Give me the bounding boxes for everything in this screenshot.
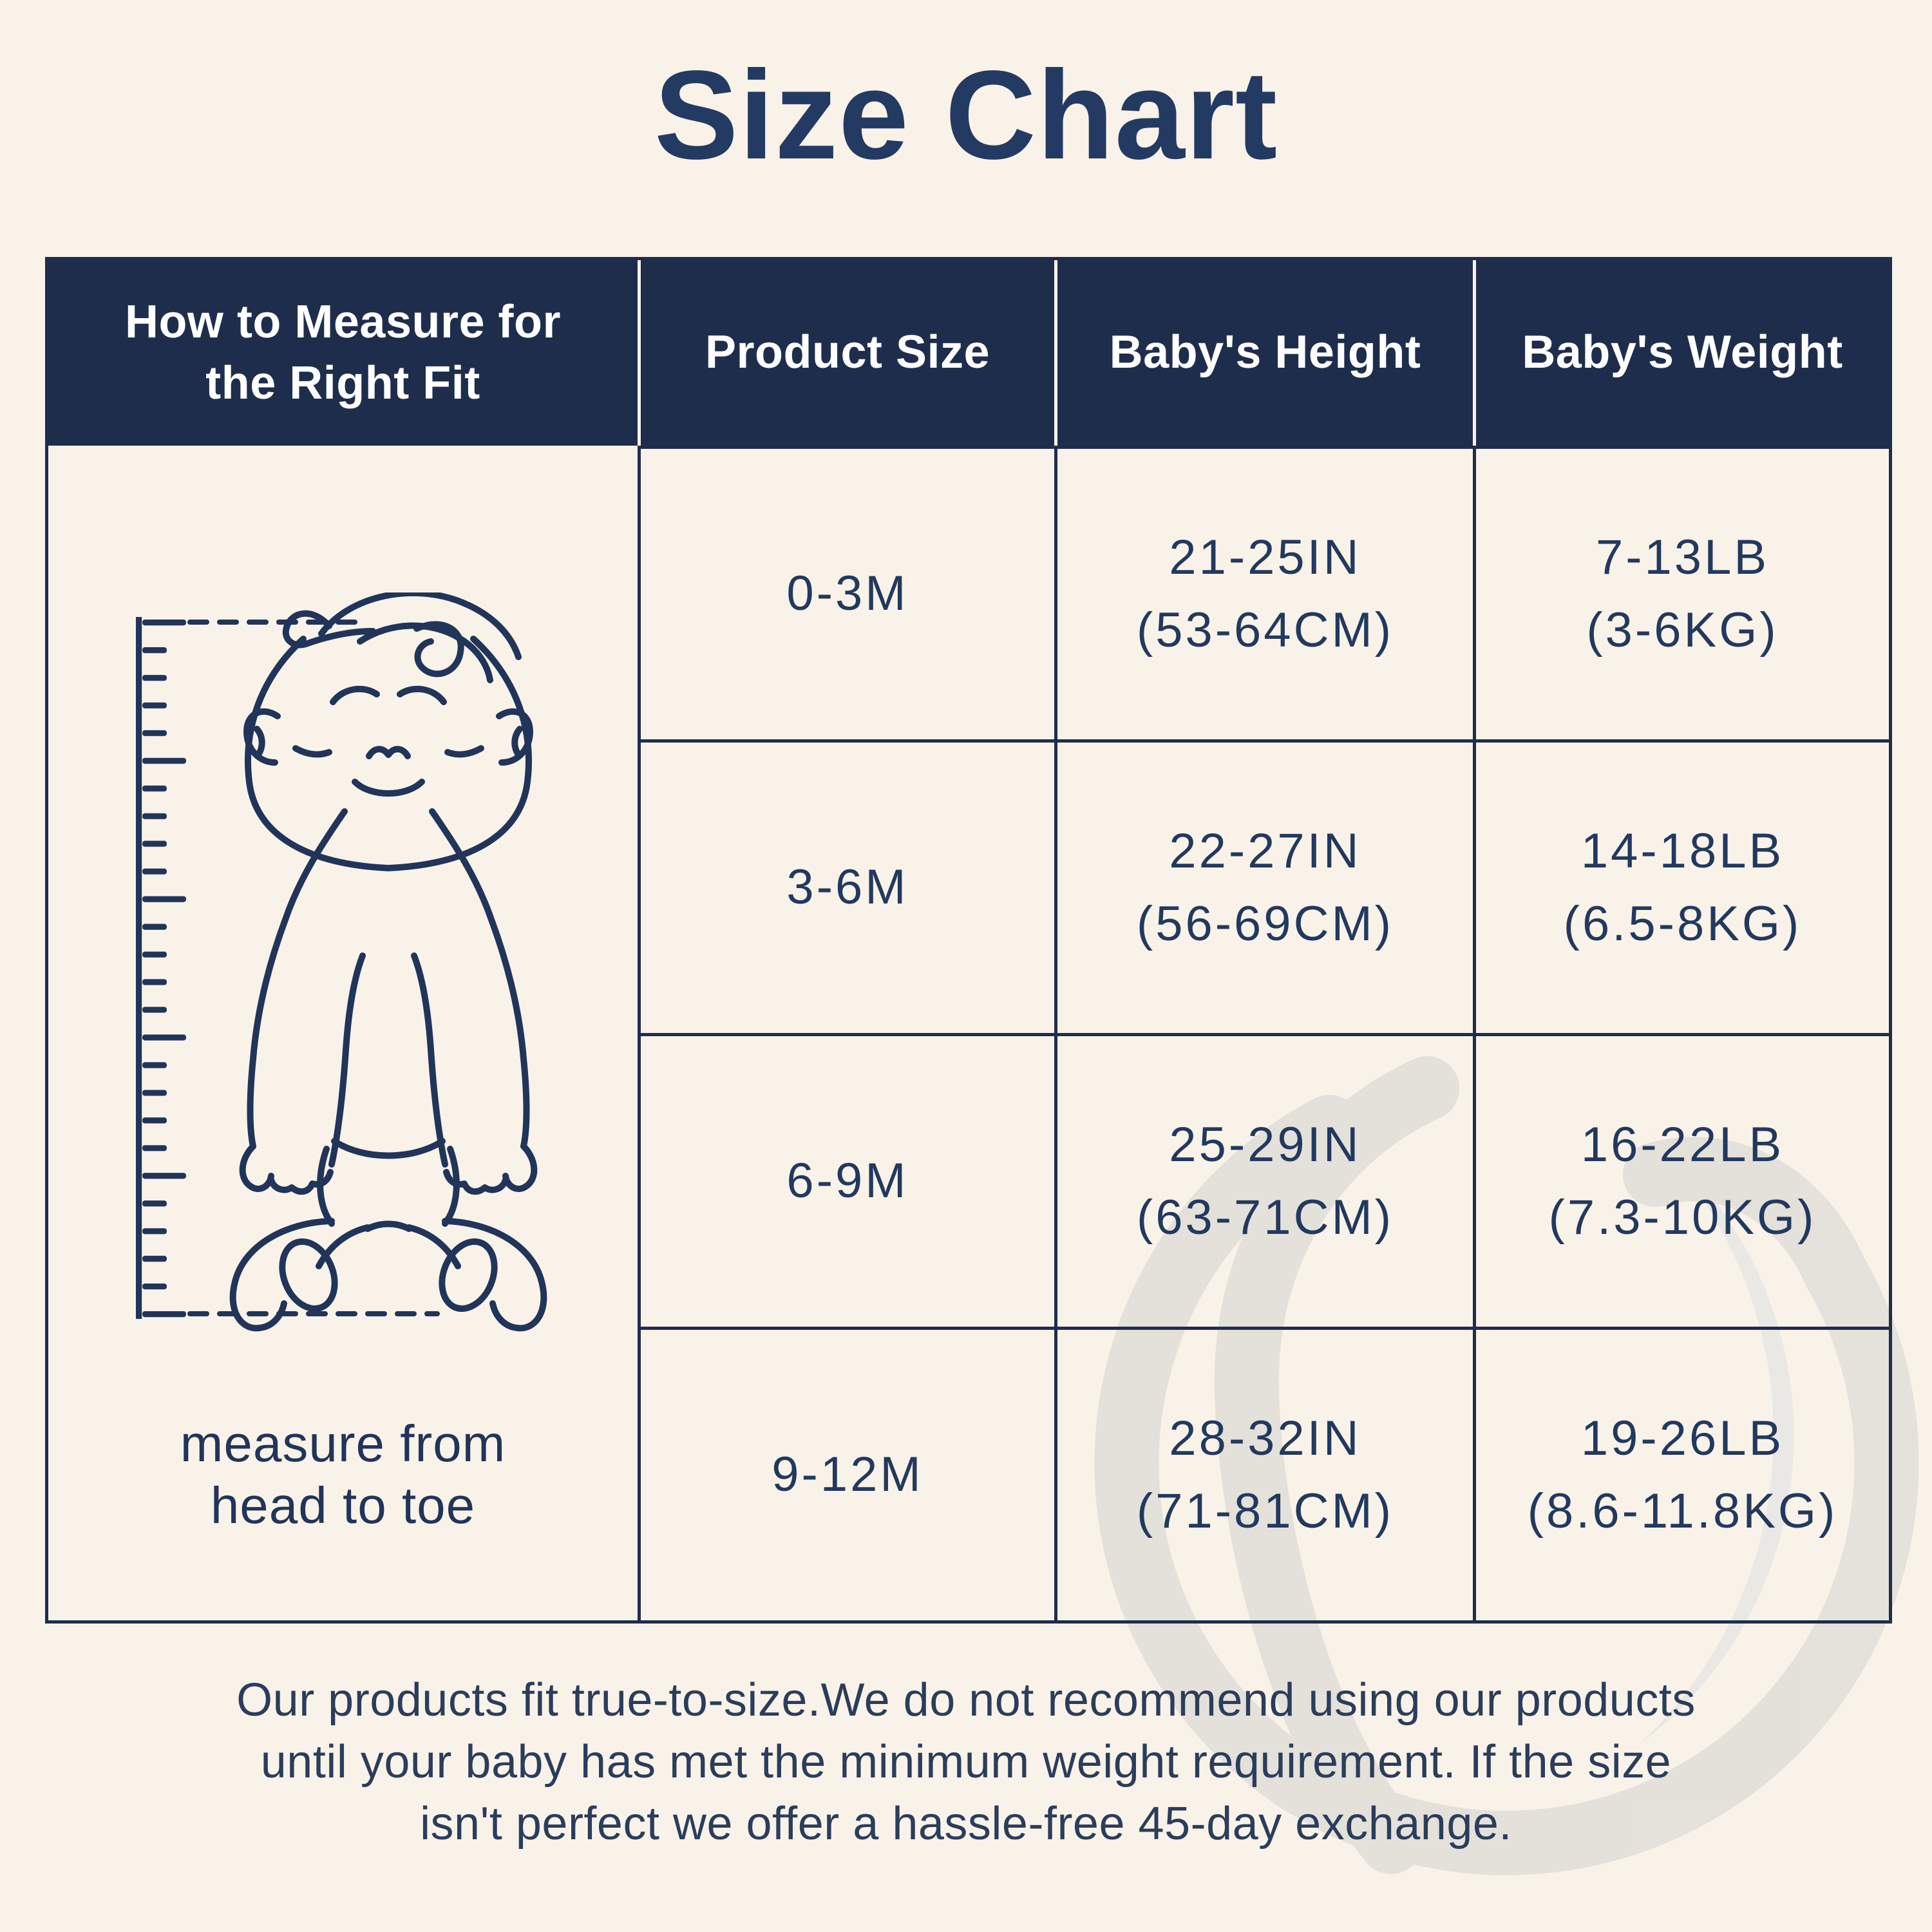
height-in: 22-27IN <box>1169 824 1361 879</box>
header-babys-height: Baby's Height <box>1054 260 1473 446</box>
size-value: 3-6M <box>786 860 909 915</box>
size-table: How to Measure for the Right Fit Product… <box>45 257 1892 1624</box>
watermark-crescent <box>1638 1133 1794 1745</box>
cell-weight-1: 14-18LB (6.5-8KG) <box>1473 739 1889 1033</box>
size-value: 0-3M <box>786 566 909 621</box>
cell-weight-2: 16-22LB (7.3-10KG) <box>1473 1033 1889 1327</box>
size-value: 6-9M <box>786 1153 909 1209</box>
header-product-size: Product Size <box>638 260 1054 446</box>
header-how-to-measure: How to Measure for the Right Fit <box>48 260 638 446</box>
height-cm: (56-69CM) <box>1136 896 1394 951</box>
weight-lb: 7-13LB <box>1595 530 1770 585</box>
ruler-icon <box>136 617 186 1319</box>
measure-caption: measure from head to toe <box>48 1413 638 1537</box>
cell-height-0: 21-25IN (53-64CM) <box>1054 446 1473 739</box>
cell-height-1: 22-27IN (56-69CM) <box>1054 739 1473 1033</box>
cell-height-3: 28-32IN (71-81CM) <box>1054 1327 1473 1620</box>
weight-kg: (6.5-8KG) <box>1563 896 1802 951</box>
cell-size-0: 0-3M <box>638 446 1054 739</box>
measure-caption-line2: head to toe <box>210 1477 476 1534</box>
cell-size-3: 9-12M <box>638 1327 1054 1620</box>
height-cm: (63-71CM) <box>1136 1189 1394 1245</box>
page-title: Size Chart <box>654 44 1278 185</box>
height-cm: (53-64CM) <box>1136 602 1394 658</box>
baby-illustration <box>136 592 547 1332</box>
footer-line-3: isn't perfect we offer a hassle-free 45-… <box>420 1798 1512 1850</box>
brand-watermark-icon <box>1094 1056 1919 1875</box>
footer-line-1: Our products fit true-to-size.We do not … <box>236 1674 1696 1726</box>
size-value: 9-12M <box>772 1447 923 1502</box>
weight-kg: (3-6KG) <box>1586 602 1779 658</box>
weight-kg: (7.3-10KG) <box>1548 1189 1817 1245</box>
height-in: 25-29IN <box>1169 1117 1361 1173</box>
height-in: 21-25IN <box>1169 530 1361 585</box>
measure-illustration-cell: measure from head to toe <box>48 446 638 1620</box>
cell-weight-3: 19-26LB (8.6-11.8KG) <box>1473 1327 1889 1620</box>
cell-weight-0: 7-13LB (3-6KG) <box>1473 446 1889 739</box>
header-babys-weight: Baby's Weight <box>1473 260 1889 446</box>
cell-size-2: 6-9M <box>638 1033 1054 1327</box>
footer-note: Our products fit true-to-size.We do not … <box>0 1669 1932 1855</box>
height-in: 28-32IN <box>1169 1411 1361 1466</box>
weight-kg: (8.6-11.8KG) <box>1527 1483 1838 1539</box>
weight-lb: 14-18LB <box>1580 824 1785 879</box>
measure-caption-line1: measure from <box>180 1415 506 1472</box>
watermark-inner-swirl <box>1214 1056 1459 1874</box>
weight-lb: 19-26LB <box>1580 1411 1785 1466</box>
cell-size-1: 3-6M <box>638 739 1054 1033</box>
height-cm: (71-81CM) <box>1136 1483 1394 1539</box>
watermark-outer-swirl <box>1094 1095 1919 1875</box>
weight-lb: 16-22LB <box>1580 1117 1785 1173</box>
footer-line-2: until your baby has met the minimum weig… <box>260 1736 1672 1788</box>
cell-height-2: 25-29IN (63-71CM) <box>1054 1033 1473 1327</box>
